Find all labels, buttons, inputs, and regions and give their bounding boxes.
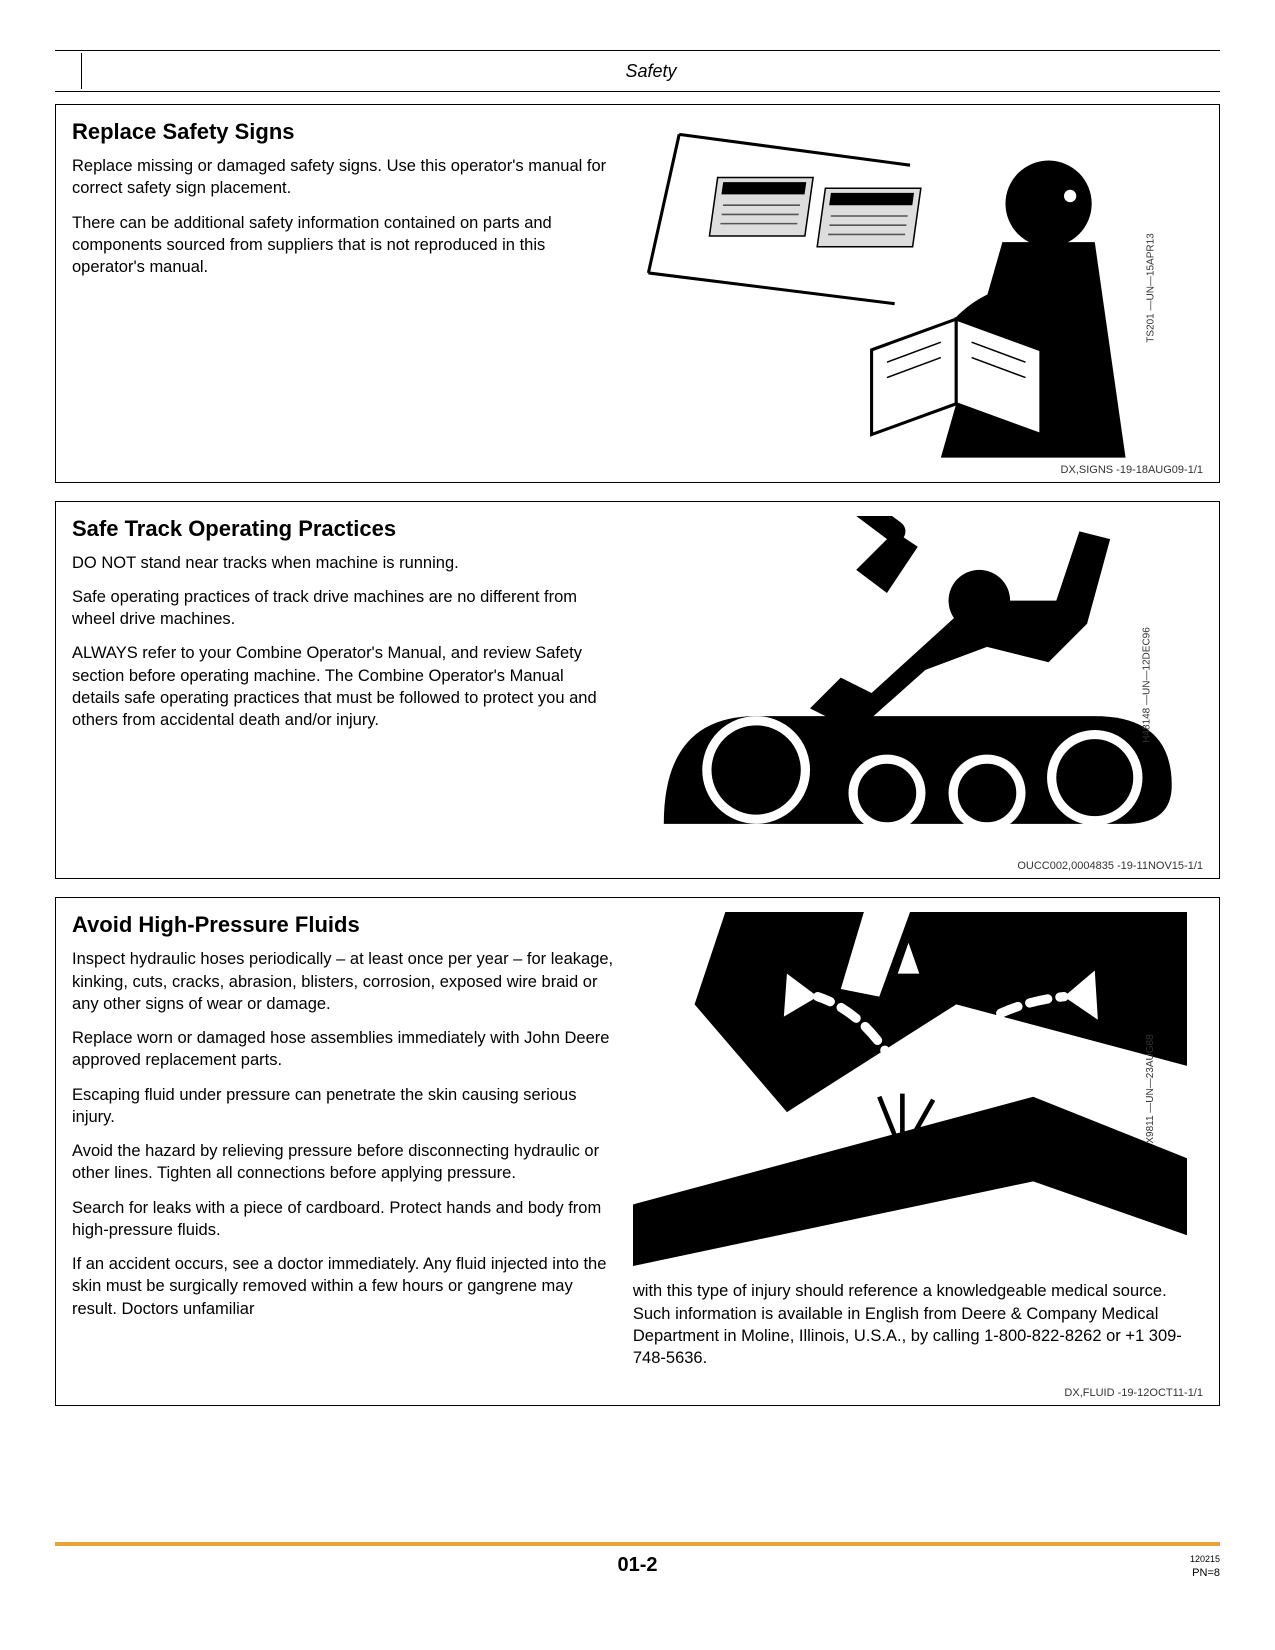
section1-illustration-column: TS201 —UN—15APR13 bbox=[633, 119, 1203, 458]
high-pressure-fluid-icon bbox=[633, 912, 1187, 1266]
section3-para1: Inspect hydraulic hoses periodically – a… bbox=[72, 948, 615, 1015]
section1-title: Replace Safety Signs bbox=[72, 119, 615, 145]
footer-date-code: 120215 bbox=[1140, 1554, 1220, 1566]
person-reading-manual-icon bbox=[633, 119, 1187, 458]
header-left-spacer bbox=[57, 53, 82, 89]
page-number: 01-2 bbox=[135, 1554, 1140, 1577]
section1-image-code: TS201 —UN—15APR13 bbox=[1145, 234, 1156, 344]
section3-image-code: X9811 —UN—23AUG88 bbox=[1145, 1035, 1156, 1144]
section3-text-column: Avoid High-Pressure Fluids Inspect hydra… bbox=[72, 912, 615, 1381]
section2-text-column: Safe Track Operating Practices DO NOT st… bbox=[72, 516, 615, 855]
footer-pn-block: 120215 PN=8 bbox=[1140, 1554, 1220, 1580]
section1-footer-code: DX,SIGNS -19-18AUG09-1/1 bbox=[72, 464, 1203, 476]
section-avoid-high-pressure-fluids: Avoid High-Pressure Fluids Inspect hydra… bbox=[55, 897, 1220, 1406]
section3-title: Avoid High-Pressure Fluids bbox=[72, 912, 615, 938]
section3-para2: Replace worn or damaged hose assemblies … bbox=[72, 1027, 615, 1072]
section3-para4: Avoid the hazard by relieving pressure b… bbox=[72, 1140, 615, 1185]
section2-illustration-column: H48148 —UN—12DEC96 bbox=[633, 516, 1203, 855]
section3-para5: Search for leaks with a piece of cardboa… bbox=[72, 1197, 615, 1242]
section2-para1: DO NOT stand near tracks when machine is… bbox=[72, 552, 615, 574]
section3-right-column: X9811 —UN—23AUG88 with this type of inju… bbox=[633, 912, 1203, 1381]
section3-continuation-text: with this type of injury should referenc… bbox=[633, 1280, 1203, 1369]
section3-para6: If an accident occurs, see a doctor imme… bbox=[72, 1253, 615, 1320]
section3-para-right1: with this type of injury should referenc… bbox=[633, 1280, 1203, 1369]
section1-para1: Replace missing or damaged safety signs.… bbox=[72, 155, 615, 200]
page-footer: 01-2 120215 PN=8 bbox=[55, 1542, 1220, 1580]
section-safe-track-practices: Safe Track Operating Practices DO NOT st… bbox=[55, 501, 1220, 880]
section-replace-safety-signs: Replace Safety Signs Replace missing or … bbox=[55, 104, 1220, 483]
section2-title: Safe Track Operating Practices bbox=[72, 516, 615, 542]
section2-para2: Safe operating practices of track drive … bbox=[72, 586, 615, 631]
section1-para2: There can be additional safety informati… bbox=[72, 212, 615, 279]
section3-para3: Escaping fluid under pressure can penetr… bbox=[72, 1084, 615, 1129]
section2-footer-code: OUCC002,0004835 -19-11NOV15-1/1 bbox=[72, 860, 1203, 872]
header-title: Safety bbox=[84, 53, 1218, 89]
footer-pn: PN=8 bbox=[1140, 1566, 1220, 1580]
person-falling-tracks-icon bbox=[633, 516, 1187, 855]
page: Safety Replace Safety Signs Replace miss… bbox=[0, 0, 1275, 1406]
section1-text-column: Replace Safety Signs Replace missing or … bbox=[72, 119, 615, 458]
header-bar: Safety bbox=[55, 50, 1220, 92]
section3-footer-code: DX,FLUID -19-12OCT11-1/1 bbox=[72, 1387, 1203, 1399]
section2-para3: ALWAYS refer to your Combine Operator's … bbox=[72, 642, 615, 731]
footer-accent-line bbox=[55, 1542, 1220, 1546]
section2-image-code: H48148 —UN—12DEC96 bbox=[1142, 627, 1153, 743]
